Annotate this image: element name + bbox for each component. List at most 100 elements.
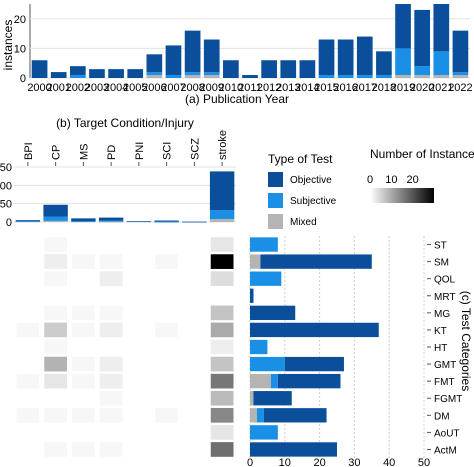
panel-a-bar-subjective [395,48,411,76]
panel-c-category-label: MRT [434,292,455,303]
panel-a-bar-subjective [452,72,469,76]
panel-b-bar-subjective [209,210,235,220]
heatmap-cell [155,356,179,372]
heatmap-cell [99,356,123,372]
heatmap-cell [155,271,179,287]
panel-a-x-tick-label: 2007 [161,82,185,94]
heatmap-cell [16,322,40,338]
panel-b-x-tick-label: BPI [23,142,35,160]
heatmap-cell [16,254,40,269]
panel-c-x-tick-labels: 0 10 20 30 40 50 [247,457,430,467]
panel-b-title: (b) Target Condition/Injury [56,116,194,130]
panel-a-bar-mixed [146,75,163,78]
legend-swatch-mixed [268,214,283,229]
panel-b-y-tick-label: 150 [0,162,12,174]
heatmap-cell [155,425,179,440]
panel-b-x-tick-label: stroke [217,130,229,160]
panel-b-x-tick-label: MS [78,144,90,161]
heatmap-cell [155,407,179,423]
panel-c-bars [250,237,379,457]
panel-a-x-tick-label: 2014 [295,82,319,94]
heatmap-cell [182,254,206,269]
panel-a-bar-subjective [376,75,392,78]
panel-a-x-tick-label: 2000 [27,82,51,94]
heatmap-cell [16,425,40,440]
panel-a-bar-objective [146,54,163,73]
panel-c-bar-objective [284,356,344,372]
heatmap-cell [16,271,40,287]
panel-b-bar-objective [126,221,152,223]
panel-c-category-label: GMT [434,360,456,371]
panel-a-bar-objective [108,69,124,78]
heatmap-cell [16,390,40,406]
panel-a-y-axis: 0 10 20 [14,4,31,85]
heatmap-cell [44,442,68,457]
panel-b-bar-objective [182,221,207,223]
heatmap-cell [155,322,179,338]
legend-swatch-objective [268,172,283,187]
panel-c-bar-subjective [256,408,264,423]
panel-a-bar-objective [89,69,105,78]
heatmap-cell [182,356,206,372]
panel-c-category-label: SM [434,258,449,269]
panel-a-x-tick-label: 2011 [238,82,262,94]
panel-a-bar-mixed [203,75,220,78]
panel-a-bar-objective [356,36,373,76]
panel-a-bar-subjective [356,75,373,78]
heatmap-cell [210,442,234,457]
panel-a-y-tick-label: 10 [14,43,26,55]
panel-a-bar-objective [280,60,297,78]
panel-c-bar-subjective [270,373,278,389]
panel-b-x-tick-label: PD [106,145,118,160]
panel-c-x-tick-label: 40 [383,457,395,467]
type-of-test-legend: Type of Test Objective Subjective Mixed [268,152,337,229]
legend-swatch-subjective [268,193,283,208]
heatmap-cell [71,305,95,321]
heatmap-cell [182,339,206,355]
heatmap-cell [99,442,123,457]
panel-c-gridlines [249,236,425,458]
panel-c-bar-mixed [250,391,254,406]
panel-a-x-tick-label: 2021 [429,82,453,94]
panel-a-bar-objective [261,60,277,78]
panel-b-bars [15,171,235,223]
color-scale-tick-label: 10 [385,174,397,186]
heatmap-cell [16,442,40,457]
color-scale-bar [370,188,434,203]
panel-a-bar-subjective [146,72,163,76]
panel-a-bar-objective [376,51,392,76]
panel-a-bar-mixed [414,75,431,78]
panel-c-bar-mixed [250,408,257,423]
panel-c-test-categories: 0 10 20 30 40 50 ST SM QOL MRT MG KT HT GMT FMT FGMT DM… [247,236,473,467]
panel-b-bar-subjective [71,221,96,223]
panel-a-bar-objective [69,66,86,76]
panel-c-category-labels: ST SM QOL MRT MG KT HT GMT FMT FGMT DM AoUT ActM [427,241,462,456]
panel-a-x-tick-label: 2009 [199,82,223,94]
panel-a-x-tick-label: 2020 [410,82,434,94]
color-scale-title: Number of Instances [370,147,474,161]
panel-c-category-label: QOL [434,275,456,286]
heatmap-cell [155,237,179,252]
panel-a-x-tick-label: 2004 [104,82,128,94]
panel-b-bar-subjective [98,220,124,222]
panel-a-x-tick-label: 2022 [448,82,472,94]
panel-c-bar-objective [260,254,372,269]
heatmap-cell [71,390,95,406]
heatmap-cell [44,322,68,338]
heatmap-cell [155,390,179,406]
heatmap-cell [16,237,40,252]
panel-a-x-tick-label: 2015 [314,82,338,94]
panel-c-x-tick-label: 10 [279,457,291,467]
heatmap-cell [99,390,123,406]
panel-c-bar-objective [250,322,379,338]
panel-c-x-tick-label: 30 [348,457,360,467]
panel-b-x-tick-label: PNI [134,142,146,160]
panel-a-x-tick-label: 2008 [180,82,204,94]
heatmap-cell [16,407,40,423]
panel-c-bar-objective [250,305,296,321]
panel-a-title: (a) Publication Year [185,92,289,106]
heatmap-cell [127,356,151,372]
panel-a-x-tick-label: 2018 [372,82,396,94]
heatmap-cell [182,237,206,252]
heatmap-cell [71,425,95,440]
